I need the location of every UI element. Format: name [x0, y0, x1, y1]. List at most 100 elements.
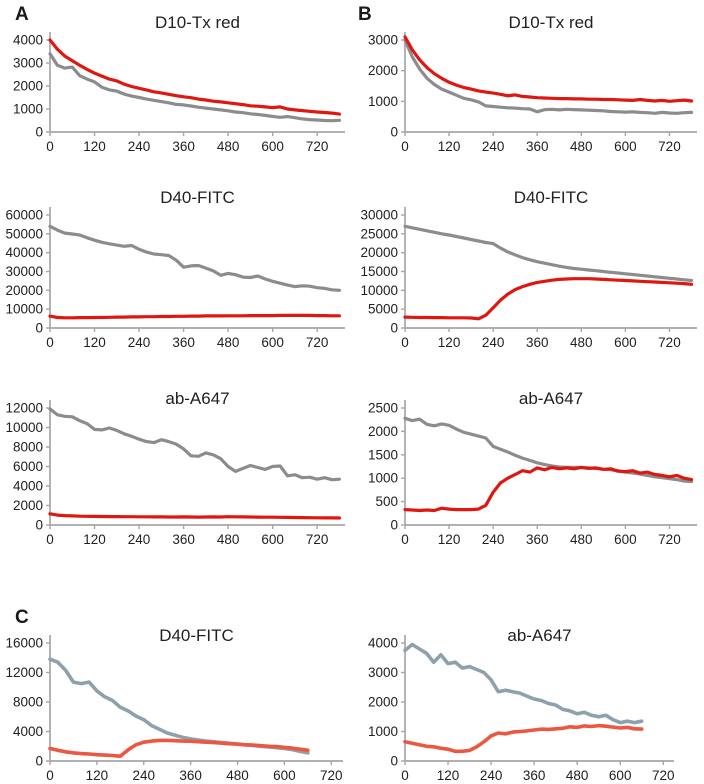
y-tick-label: 1000 [368, 724, 398, 739]
x-tick-label: 720 [306, 139, 329, 154]
x-tick-label: 120 [83, 532, 106, 547]
y-tick-label: 30000 [360, 208, 398, 223]
y-tick-label: 12000 [5, 665, 43, 680]
y-tick-label: 4000 [13, 33, 43, 48]
x-tick-label: 600 [261, 139, 284, 154]
y-tick-label: 4000 [13, 724, 43, 739]
y-tick-label: 0 [35, 518, 43, 533]
x-tick-label: 0 [401, 139, 409, 154]
x-tick-label: 480 [226, 768, 249, 783]
y-tick-label: 60000 [5, 208, 43, 223]
y-tick-label: 500 [375, 494, 398, 509]
y-tick-label: 2000 [368, 63, 398, 78]
x-tick-label: 360 [172, 532, 195, 547]
x-tick-label: 240 [480, 768, 503, 783]
chart-title-b-ab-a647: ab-A647 [518, 389, 584, 408]
x-tick-label: 600 [261, 335, 284, 350]
series-red-line [48, 313, 341, 320]
y-tick-label: 40000 [5, 245, 43, 260]
y-tick-label: 10000 [5, 420, 43, 435]
panel-label-b: B [358, 4, 372, 25]
y-tick-label: 12000 [5, 401, 43, 416]
x-tick-label: 240 [482, 532, 505, 547]
x-tick-label: 120 [83, 139, 106, 154]
x-tick-label: 480 [217, 139, 240, 154]
series-gray-line [403, 416, 694, 484]
x-tick-label: 0 [401, 768, 409, 783]
x-tick-label: 360 [526, 532, 549, 547]
y-tick-label: 2000 [13, 79, 43, 94]
x-tick-label: 600 [614, 532, 637, 547]
series-red-line [403, 465, 694, 513]
series-gray-line [48, 52, 341, 123]
x-tick-label: 0 [401, 335, 409, 350]
y-tick-label: 0 [35, 321, 43, 336]
x-tick-label: 360 [172, 335, 195, 350]
x-tick-label: 720 [306, 532, 329, 547]
x-tick-label: 720 [652, 768, 675, 783]
chart-title-c-ab-a647: ab-A647 [507, 626, 572, 645]
y-tick-label: 0 [35, 125, 43, 140]
y-tick-label: 30000 [5, 264, 43, 279]
series-red-line [403, 35, 694, 103]
series-red-line [48, 38, 341, 116]
y-tick-label: 3000 [368, 33, 398, 48]
x-tick-label: 240 [482, 335, 505, 350]
x-tick-label: 480 [570, 335, 593, 350]
y-tick-label: 0 [390, 125, 398, 140]
x-tick-label: 600 [614, 335, 637, 350]
y-tick-label: 0 [390, 321, 398, 336]
series-slate-line [403, 642, 644, 725]
y-tick-label: 3000 [13, 56, 43, 71]
y-tick-label: 50000 [5, 226, 43, 241]
x-tick-label: 360 [523, 768, 546, 783]
x-tick-label: 600 [609, 768, 632, 783]
x-tick-label: 0 [46, 768, 54, 783]
x-tick-label: 240 [128, 532, 151, 547]
series-orange-line [403, 723, 644, 754]
chart-title-a-ab-a647: ab-A647 [165, 389, 230, 408]
x-tick-label: 480 [570, 532, 593, 547]
y-tick-label: 0 [390, 754, 398, 769]
y-tick-label: 1000 [368, 471, 398, 486]
series-orange-line [48, 738, 310, 759]
y-tick-label: 8000 [13, 695, 43, 710]
y-tick-label: 1000 [13, 102, 43, 117]
x-tick-label: 240 [132, 768, 155, 783]
x-tick-label: 120 [86, 768, 109, 783]
x-tick-label: 120 [438, 139, 461, 154]
x-tick-label: 480 [217, 532, 240, 547]
x-tick-label: 720 [658, 532, 681, 547]
y-tick-label: 6000 [13, 459, 43, 474]
x-tick-label: 0 [46, 335, 54, 350]
series-gray-line [48, 407, 341, 482]
x-tick-label: 120 [437, 768, 460, 783]
x-tick-label: 360 [172, 139, 195, 154]
y-tick-label: 20000 [360, 245, 398, 260]
x-tick-label: 720 [320, 768, 343, 783]
y-tick-label: 5000 [368, 302, 398, 317]
x-tick-label: 0 [46, 139, 54, 154]
y-tick-label: 15000 [360, 264, 398, 279]
y-tick-label: 8000 [13, 440, 43, 455]
x-tick-label: 360 [526, 335, 549, 350]
y-tick-label: 4000 [13, 479, 43, 494]
series-gray-line [48, 224, 341, 292]
y-tick-label: 2500 [368, 401, 398, 416]
x-tick-label: 360 [526, 139, 549, 154]
series-gray-line [403, 38, 694, 115]
y-tick-label: 20000 [5, 283, 43, 298]
y-tick-label: 0 [390, 518, 398, 533]
y-tick-label: 25000 [360, 226, 398, 241]
chart-title-c-d40-fitc: D40-FITC [159, 626, 234, 645]
y-tick-label: 16000 [5, 636, 43, 651]
series-red-line [403, 277, 694, 321]
x-tick-label: 240 [128, 335, 151, 350]
x-tick-label: 360 [179, 768, 202, 783]
y-tick-label: 2000 [368, 695, 398, 710]
panel-label-c: C [15, 607, 29, 628]
y-tick-label: 1500 [368, 447, 398, 462]
series-red-line [48, 512, 341, 520]
